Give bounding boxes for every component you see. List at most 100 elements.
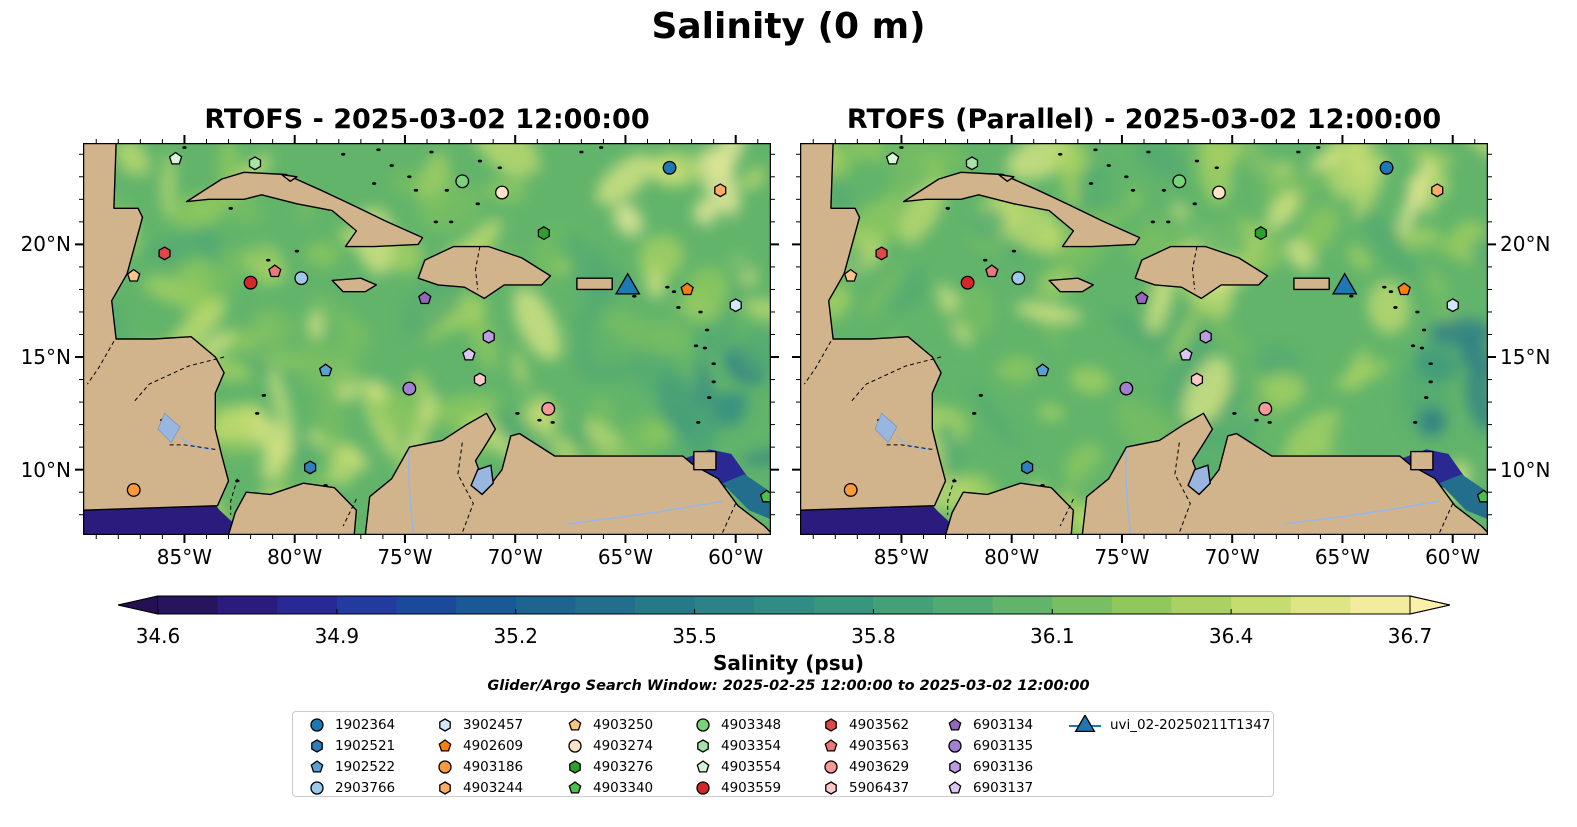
colorbar-segment bbox=[336, 596, 398, 614]
legend-item: 6903134 bbox=[945, 714, 1033, 735]
landmass bbox=[1410, 450, 1434, 471]
landmass bbox=[800, 143, 947, 511]
colorbar-segment bbox=[1350, 596, 1411, 614]
platform-marker-4903563 bbox=[985, 264, 999, 278]
platform-marker-4903186 bbox=[126, 482, 141, 497]
colorbar-segment bbox=[217, 596, 278, 614]
legend-marker-1902521 bbox=[311, 738, 323, 753]
legend-item: 1902522 bbox=[307, 756, 395, 777]
colorbar-over-extension bbox=[1409, 595, 1450, 615]
legend-marker-2903766 bbox=[310, 780, 324, 795]
colorbar-segment bbox=[873, 596, 934, 614]
platform-marker-4903629 bbox=[541, 401, 556, 416]
platform-marker-6903136 bbox=[1199, 329, 1212, 344]
lon-tick-label: 70°W bbox=[1204, 545, 1260, 569]
legend-marker-4903250 bbox=[568, 717, 582, 731]
platform-marker-2903766 bbox=[1011, 271, 1026, 286]
legend-label: 4903559 bbox=[721, 779, 782, 796]
legend-marker-4903340 bbox=[568, 780, 582, 794]
landmass bbox=[576, 277, 613, 291]
legend-item: 4903340 bbox=[565, 777, 653, 798]
platform-marker-4903244 bbox=[714, 183, 727, 198]
legend-item: 6903136 bbox=[945, 756, 1033, 777]
legend-marker-4903186 bbox=[438, 759, 452, 774]
legend-item: 4903629 bbox=[821, 756, 909, 777]
colorbar-segment bbox=[754, 596, 815, 614]
colorbar-segment bbox=[1111, 596, 1173, 614]
platform-marker-4903276 bbox=[1254, 226, 1267, 241]
legend-item: 5906437 bbox=[821, 777, 909, 798]
platform-marker-6903136 bbox=[482, 329, 495, 344]
colorbar-segment bbox=[456, 596, 517, 614]
lon-tick-label: 60°W bbox=[708, 545, 764, 569]
lat-tick-label: 20°N bbox=[1500, 232, 1551, 257]
platform-marker-uvi_02-20250211T1347 bbox=[1331, 272, 1358, 295]
colorbar-segment bbox=[634, 596, 696, 614]
lake-maracaibo bbox=[470, 464, 494, 496]
legend-marker-4902609 bbox=[438, 738, 452, 752]
platform-marker-4903629 bbox=[1258, 401, 1273, 416]
landmass bbox=[185, 171, 424, 248]
colorbar-tick-label: 36.4 bbox=[1208, 624, 1254, 648]
platform-marker-5906437 bbox=[473, 372, 487, 387]
legend-marker-4903244 bbox=[439, 780, 451, 795]
lon-tick-label: 75°W bbox=[377, 545, 433, 569]
landmass bbox=[227, 482, 358, 535]
platform-marker-4903348 bbox=[1172, 174, 1187, 189]
platform-marker-4903563 bbox=[268, 264, 282, 278]
legend-marker-4903629 bbox=[824, 759, 838, 774]
colorbar-segment bbox=[277, 596, 338, 614]
landmass bbox=[1048, 277, 1094, 293]
legend-item: 1902521 bbox=[307, 735, 395, 756]
lon-tick-label: 85°W bbox=[873, 545, 930, 569]
legend-label: 4903354 bbox=[721, 737, 782, 754]
legend-label: 4903274 bbox=[593, 737, 654, 754]
legend-label: 4903340 bbox=[593, 779, 654, 796]
left-panel-title: RTOFS - 2025-03-02 12:00:00 bbox=[204, 104, 650, 135]
lon-tick-label: 80°W bbox=[267, 545, 323, 569]
colorbar-tick-label: 36.1 bbox=[1030, 624, 1075, 648]
legend-marker-4903554 bbox=[696, 759, 710, 773]
platform-marker-5906437 bbox=[1190, 372, 1204, 387]
colorbar-segment bbox=[396, 596, 457, 614]
legend-marker-uvi_02-20250211T1347 bbox=[1074, 714, 1096, 732]
platform-marker-1902521 bbox=[304, 460, 317, 475]
colorbar-label: Salinity (psu) bbox=[712, 651, 864, 675]
platform-marker-6903137 bbox=[462, 347, 476, 361]
platform-marker-4903348 bbox=[455, 174, 470, 189]
legend-item: 4903276 bbox=[565, 756, 653, 777]
lon-tick-label: 65°W bbox=[1314, 545, 1371, 569]
platform-marker-4903340 bbox=[1476, 489, 1488, 503]
legend-label: 4903629 bbox=[849, 758, 910, 775]
legend-marker-4903563 bbox=[824, 738, 838, 752]
platform-marker-4903354 bbox=[248, 156, 262, 171]
lon-tick-label: 60°W bbox=[1425, 545, 1481, 569]
legend-label: 6903135 bbox=[973, 737, 1034, 754]
lat-tick-label: 10°N bbox=[1500, 457, 1551, 482]
legend-item: 2903766 bbox=[307, 777, 395, 798]
platform-marker-2903766 bbox=[294, 271, 309, 286]
legend-label: 4903348 bbox=[721, 716, 782, 733]
lake-nicaragua bbox=[874, 412, 898, 444]
legend-marker-4903274 bbox=[568, 738, 582, 753]
legend-marker-4903276 bbox=[569, 759, 581, 774]
lat-tick-label: 20°N bbox=[20, 232, 71, 257]
platform-legend: 1902364 1902521 1902522 2903766 3902457 49026… bbox=[292, 711, 1274, 797]
colorbar-segment bbox=[515, 596, 576, 614]
legend-marker-4903354 bbox=[697, 738, 709, 753]
colorbar-segment bbox=[575, 596, 636, 614]
colorbar-segment bbox=[992, 596, 1053, 614]
colorbar bbox=[118, 595, 1450, 615]
legend-label: 5906437 bbox=[849, 779, 910, 796]
platform-marker-4902609 bbox=[680, 282, 694, 296]
right-panel-title: RTOFS (Parallel) - 2025-03-02 12:00:00 bbox=[846, 104, 1442, 135]
legend-item: 4903354 bbox=[693, 735, 781, 756]
left-map-panel bbox=[83, 143, 771, 535]
colorbar-segment bbox=[1171, 596, 1232, 614]
colorbar-segment bbox=[813, 596, 875, 614]
legend-label: 2903766 bbox=[335, 779, 396, 796]
legend-item: 4903274 bbox=[565, 735, 653, 756]
platform-marker-4903274 bbox=[1212, 185, 1226, 200]
platform-marker-4902609 bbox=[1397, 282, 1411, 296]
legend-label: 4903250 bbox=[593, 716, 654, 733]
